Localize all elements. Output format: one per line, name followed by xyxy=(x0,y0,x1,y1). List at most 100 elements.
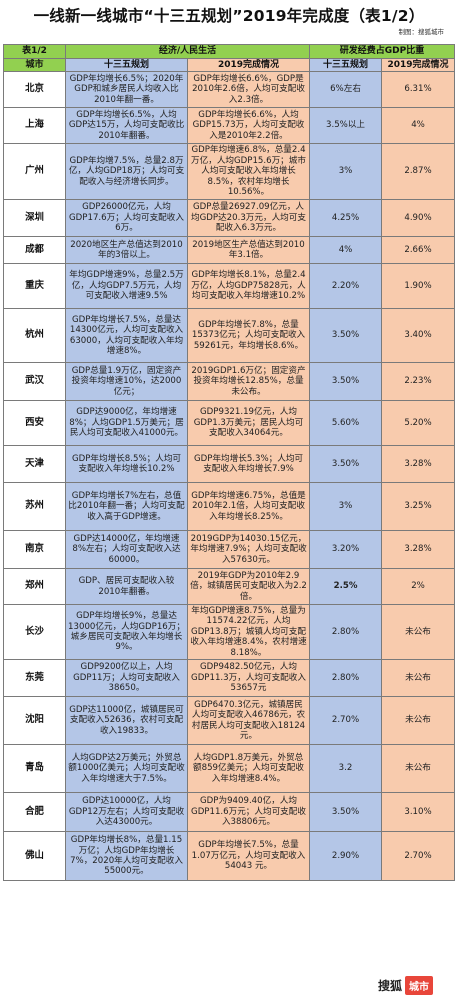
plan-cell: 年均GDP增速9%，总量2.5万亿，人均GDP7.5万元，人均可支配收入增速9.… xyxy=(65,263,188,309)
city-cell: 成都 xyxy=(3,236,66,264)
plan-cell: GDP、居民可支配收入较2010年翻番。 xyxy=(65,568,188,605)
table-row: 沈阳 GDP达11000亿，城镇居民可支配收入52636，农村可支配收入19833… xyxy=(3,696,456,745)
rd-plan-cell: 3.20% xyxy=(309,530,383,569)
plan-cell: GDP达9000亿，年均增速8%；人均GDP1.5万美元；居民人均可支配收入41… xyxy=(65,400,188,446)
city-cell: 天津 xyxy=(3,445,66,483)
done-cell: 2019GDP1.6万亿；固定资产投资年均增长12.85%，总量未公布。 xyxy=(186,362,311,401)
city-cell: 佛山 xyxy=(3,831,66,881)
table-row: 上海 GDP年均增长6.5%，人均GDP达15万，人均可支配收比2010年翻番。 G… xyxy=(3,107,456,144)
plan-cell: GDP达11000亿，城镇居民可支配收入52636，农村可支配收入19833。 xyxy=(65,696,188,745)
rd-plan-cell: 6%左右 xyxy=(309,71,383,108)
table-row: 西安 GDP达9000亿，年均增速8%；人均GDP1.5万美元；居民人均可支配收入… xyxy=(3,400,456,446)
done-cell: 年均GDP增速8.75%，总量为11574.22亿元，人均GDP13.8万；城镇… xyxy=(186,604,311,660)
rd-done-cell: 2.87% xyxy=(381,143,456,200)
table-row: 天津 GDP年均增长8.5%；人均可支配收入年均增长10.2% GDP年均增长5.3… xyxy=(3,445,456,483)
city-cell: 武汉 xyxy=(3,362,66,401)
city-cell: 沈阳 xyxy=(3,696,66,745)
done-cell: 2019年GDP为2010年2.9倍，城镇居民可支配收入为2.2倍。 xyxy=(186,568,311,605)
plan-cell: GDP年均增长9%，总量达13000亿元，人均GDP16万；城乡居民可支配收入年… xyxy=(65,604,188,660)
group-header-econ: 经济/人民生活 xyxy=(64,44,311,59)
plan-cell: GDP年均增长6.5%，人均GDP达15万，人均可支配收比2010年翻番。 xyxy=(65,107,188,144)
plan-cell: GDP总量1.9万亿，固定资产投资年均增速10%，达2000亿元； xyxy=(65,362,188,401)
plan-cell: 2020地区生产总值达到2010年的3倍以上。 xyxy=(65,236,188,264)
rd-plan-cell: 3% xyxy=(309,482,383,531)
table-row: 重庆 年均GDP增速9%，总量2.5万亿，人均GDP7.5万元，人均可支配收入增速… xyxy=(3,263,456,309)
table-row: 佛山 GDP年均增长8%，总量1.15万亿；人均GDP年均增长7%，2020年人均… xyxy=(3,831,456,881)
table-row: 武汉 GDP总量1.9万亿，固定资产投资年均增速10%，达2000亿元； 2019G… xyxy=(3,362,456,401)
done-cell: GDP9321.19亿元，人均GDP1.3万美元；居民人均可支配收入34064元… xyxy=(186,400,311,446)
done-cell: 人均GDP1.8万美元，外贸总额859亿美元；人均可支配收入年均增速8.4%。 xyxy=(186,744,311,793)
done-cell: GDP9482.50亿元，人均GDP11.3万，人均可支配收入53657元 xyxy=(186,659,311,697)
table-row: 长沙 GDP年均增长9%，总量达13000亿元，人均GDP16万；城乡居民可支配收… xyxy=(3,604,456,660)
rd-done-cell: 5.20% xyxy=(381,400,456,446)
plan-cell: GDP年均增长8.5%；人均可支配收入年均增长10.2% xyxy=(65,445,188,483)
plan-cell: GDP年均增长6.5%；2020年GDP和城乡居民人均收入比2010年翻一番。 xyxy=(65,71,188,108)
rd-plan-cell: 3.5%以上 xyxy=(309,107,383,144)
plan-cell: GDP26000亿元，人均GDP17.6万；人均可支配收入6万。 xyxy=(65,199,188,237)
page-title: 一线新一线城市“十三五规划”2019年完成度（表1/2） xyxy=(33,7,425,25)
plan-cell: GDP年均增7.5%，总量2.8万亿，人均GDP18万；人均可支配收入与经济增长… xyxy=(65,143,188,200)
done-cell: GDP年均增长5.3%；人均可支配收入年均增长7.9% xyxy=(186,445,311,483)
rd-plan-cell: 3.50% xyxy=(309,445,383,483)
rd-done-cell: 6.31% xyxy=(381,71,456,108)
rd-plan-cell: 4% xyxy=(309,236,383,264)
rd-plan-cell: 4.25% xyxy=(309,199,383,237)
rd-done-cell: 3.25% xyxy=(381,482,456,531)
col-header-done: 2019完成情况 xyxy=(186,58,311,72)
rd-done-cell: 2% xyxy=(381,568,456,605)
sohu-city-logo: 搜狐 城市 xyxy=(378,975,434,995)
plan-cell: 人均GDP达2万美元；外贸总额1000亿美元；人均可支配收入年均增速大于7.5%… xyxy=(65,744,188,793)
logo-brand: 搜狐 xyxy=(378,978,403,993)
done-cell: GDP为9409.40亿，人均GDP11.6万元；人均可支配收入38806元。 xyxy=(186,792,311,832)
table-row: 广州 GDP年均增7.5%，总量2.8万亿，人均GDP18万；人均可支配收入与经济… xyxy=(3,143,456,200)
rd-done-cell: 2.70% xyxy=(381,831,456,881)
rd-plan-cell: 3.2 xyxy=(309,744,383,793)
completion-table: 表1/2 经济/人民生活 研发经费占GDP比重 城市 十三五规划 2019完成情… xyxy=(3,44,456,881)
col-header-rd-done: 2019完成情况 xyxy=(381,58,456,72)
city-cell: 青岛 xyxy=(3,744,66,793)
rd-done-cell: 4% xyxy=(381,107,456,144)
table-label: 表1/2 xyxy=(3,44,66,59)
plan-cell: GDP达10000亿，人均GDP12万左右；人均可支配收入达43000元。 xyxy=(65,792,188,832)
done-cell: 2019地区生产总值达到2010年3.1倍。 xyxy=(186,236,311,264)
table-row: 郑州 GDP、居民可支配收入较2010年翻番。 2019年GDP为2010年2.9倍… xyxy=(3,568,456,605)
city-cell: 东莞 xyxy=(3,659,66,697)
city-cell: 合肥 xyxy=(3,792,66,832)
plan-cell: GDP9200亿以上，人均GDP11万；人均可支配收入38650。 xyxy=(65,659,188,697)
city-cell: 西安 xyxy=(3,400,66,446)
rd-plan-cell: 5.60% xyxy=(309,400,383,446)
rd-done-cell: 3.40% xyxy=(381,308,456,363)
table-row: 成都 2020地区生产总值达到2010年的3倍以上。 2019地区生产总值达到201… xyxy=(3,236,456,264)
rd-plan-cell: 2.80% xyxy=(309,659,383,697)
col-header-city: 城市 xyxy=(3,58,66,72)
rd-done-cell: 未公布 xyxy=(381,604,456,660)
rd-done-cell: 1.90% xyxy=(381,263,456,309)
credit-text: 制图：搜狐城市 xyxy=(398,28,445,36)
table-row: 青岛 人均GDP达2万美元；外贸总额1000亿美元；人均可支配收入年均增速大于7.… xyxy=(3,744,456,793)
rd-plan-cell: 2.5% xyxy=(309,568,383,605)
plan-cell: GDP年均增长7.5%，总量达14300亿元，人均可支配收入63000，人均可支… xyxy=(65,308,188,363)
city-cell: 深圳 xyxy=(3,199,66,237)
rd-done-cell: 3.28% xyxy=(381,445,456,483)
rd-plan-cell: 2.70% xyxy=(309,696,383,745)
rd-plan-cell: 3% xyxy=(309,143,383,200)
done-cell: GDP年均增速6.75%，总值是2010年2.1倍，人均可支配收入年均增长8.2… xyxy=(186,482,311,531)
done-cell: GDP年均增长7.5%，总量1.07万亿元，人均可支配收入 54043 元。 xyxy=(186,831,311,881)
table-row: 南京 GDP达14000亿，年均增速8%左右；人均可支配收入达60000。 2019… xyxy=(3,530,456,569)
rd-done-cell: 3.28% xyxy=(381,530,456,569)
city-cell: 郑州 xyxy=(3,568,66,605)
city-cell: 广州 xyxy=(3,143,66,200)
city-cell: 长沙 xyxy=(3,604,66,660)
table-row: 合肥 GDP达10000亿，人均GDP12万左右；人均可支配收入达43000元。 G… xyxy=(3,792,456,832)
rd-done-cell: 3.10% xyxy=(381,792,456,832)
col-header-plan: 十三五规划 xyxy=(65,58,188,72)
city-cell: 杭州 xyxy=(3,308,66,363)
rd-done-cell: 2.23% xyxy=(381,362,456,401)
col-header-rd-plan: 十三五规划 xyxy=(309,58,383,72)
table-row: 杭州 GDP年均增长7.5%，总量达14300亿元，人均可支配收入63000，人均… xyxy=(3,308,456,363)
group-header-rd: 研发经费占GDP比重 xyxy=(309,44,456,59)
city-cell: 南京 xyxy=(3,530,66,569)
done-cell: GDP总量26927.09亿元，人均GDP达20.3万元，人均可支配收入6.3万… xyxy=(186,199,311,237)
done-cell: GDP年均增速6.8%，总量2.4万亿，人均GDP15.6万；城市人均可支配收入… xyxy=(186,143,311,200)
done-cell: GDP6470.3亿元，城镇居民人均可支配收入46786元，农村居民人均可支配收… xyxy=(186,696,311,745)
